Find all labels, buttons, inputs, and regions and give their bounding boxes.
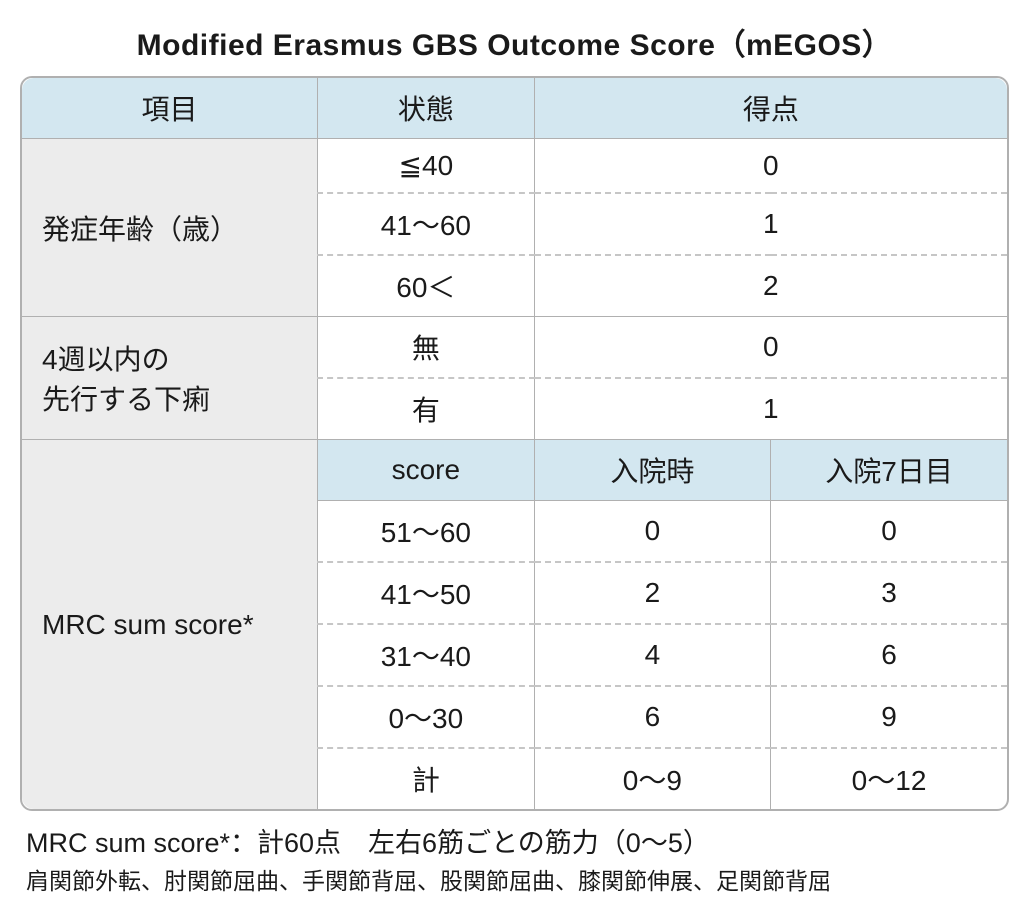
mrc-state-1: 41〜50	[318, 562, 535, 624]
age-score-0: 0	[534, 139, 1007, 194]
diarrhea-state-1: 有	[318, 378, 535, 440]
label-mrc: MRC sum score*	[22, 440, 318, 810]
megos-table: 項目 状態 得点 発症年齢（歳） ≦40 0 41〜60 1 60＜	[22, 78, 1007, 809]
mrc-subhdr-admit: 入院時	[534, 440, 770, 501]
mrc-subheader-row: MRC sum score* score 入院時 入院7日目	[22, 440, 1007, 501]
footnote-line-2: 肩関節外転、肘関節屈曲、手関節背屈、股関節屈曲、膝関節伸展、足関節背屈	[20, 862, 1009, 896]
page-title: Modified Erasmus GBS Outcome Score（mEGOS…	[20, 20, 1009, 64]
table-row: 発症年齢（歳） ≦40 0	[22, 139, 1007, 194]
age-state-0: ≦40	[318, 139, 535, 194]
mrc-s2-2: 6	[771, 624, 1007, 686]
label-diarrhea: 4週以内の 先行する下痢	[22, 317, 318, 440]
mrc-s1-2: 4	[534, 624, 770, 686]
age-state-2: 60＜	[318, 255, 535, 317]
mrc-s1-1: 2	[534, 562, 770, 624]
table-header-row: 項目 状態 得点	[22, 78, 1007, 139]
mrc-s1-0: 0	[534, 501, 770, 563]
mrc-s2-0: 0	[771, 501, 1007, 563]
mrc-total-s2: 0〜12	[771, 748, 1007, 809]
mrc-state-0: 51〜60	[318, 501, 535, 563]
mrc-state-2: 31〜40	[318, 624, 535, 686]
diarrhea-state-0: 無	[318, 317, 535, 379]
header-item: 項目	[22, 78, 318, 139]
age-score-2: 2	[534, 255, 1007, 317]
mrc-subhdr-score: score	[318, 440, 535, 501]
mrc-state-3: 0〜30	[318, 686, 535, 748]
table-wrapper: 項目 状態 得点 発症年齢（歳） ≦40 0 41〜60 1 60＜	[20, 76, 1009, 811]
footnote-line-1: MRC sum score*：計60点 左右6筋ごとの筋力（0〜5）	[20, 821, 1009, 860]
mrc-s2-3: 9	[771, 686, 1007, 748]
mrc-subhdr-day7: 入院7日目	[771, 440, 1007, 501]
megos-container: Modified Erasmus GBS Outcome Score（mEGOS…	[20, 20, 1009, 896]
table-row: 4週以内の 先行する下痢 無 0	[22, 317, 1007, 379]
age-state-1: 41〜60	[318, 193, 535, 255]
age-score-1: 1	[534, 193, 1007, 255]
diarrhea-score-0: 0	[534, 317, 1007, 379]
header-state: 状態	[318, 78, 535, 139]
mrc-total-s1: 0〜9	[534, 748, 770, 809]
mrc-s2-1: 3	[771, 562, 1007, 624]
diarrhea-score-1: 1	[534, 378, 1007, 440]
diarrhea-label-line2: 先行する下痢	[42, 384, 210, 415]
mrc-s1-3: 6	[534, 686, 770, 748]
mrc-total-label: 計	[318, 748, 535, 809]
header-score: 得点	[534, 78, 1007, 139]
diarrhea-label-line1: 4週以内の	[42, 344, 170, 375]
label-age: 発症年齢（歳）	[22, 139, 318, 317]
